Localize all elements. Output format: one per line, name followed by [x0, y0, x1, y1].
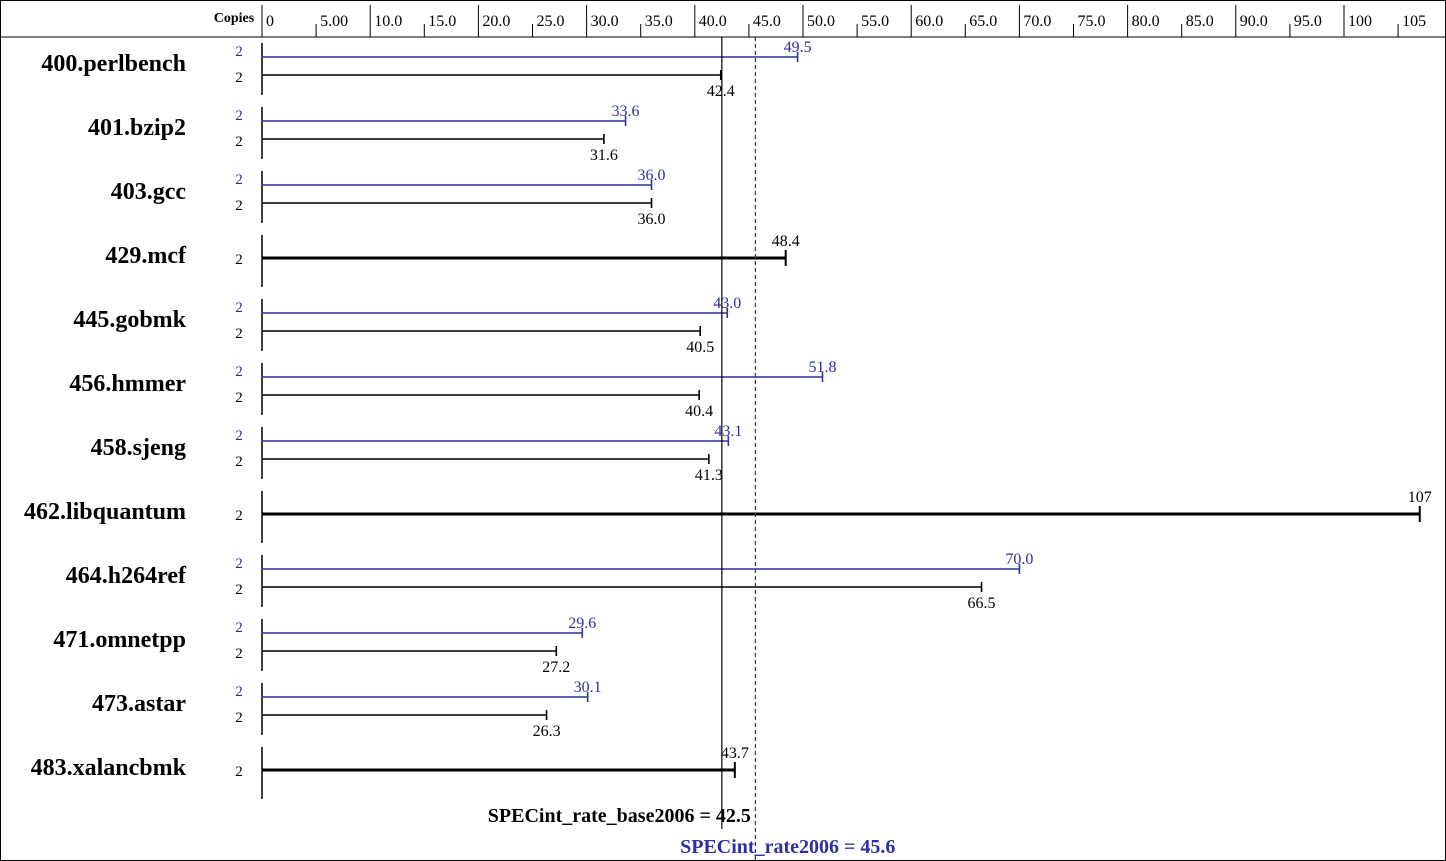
base-copies: 2	[235, 326, 243, 342]
peak-value-label: 30.1	[574, 679, 602, 696]
base-copies: 2	[235, 252, 243, 268]
base-copies: 2	[235, 710, 243, 726]
base-copies: 2	[235, 764, 243, 780]
base-value-label: 48.4	[772, 233, 800, 250]
benchmark-label: 464.h264ref	[66, 563, 187, 589]
base-value-label: 27.2	[542, 659, 570, 676]
x-tick-label: 95.0	[1294, 13, 1322, 30]
base-value-label: 43.7	[721, 745, 749, 762]
peak-value-label: 43.1	[714, 423, 742, 440]
benchmark-label: 471.omnetpp	[53, 627, 186, 653]
base-copies: 2	[235, 508, 243, 524]
benchmark-label: 401.bzip2	[88, 115, 186, 141]
benchmark-label: 445.gobmk	[73, 307, 186, 333]
x-tick-label: 15.0	[428, 13, 456, 30]
x-tick-label: 75.0	[1078, 13, 1106, 30]
base-summary-label: SPECint_rate_base2006 = 42.5	[488, 805, 751, 827]
benchmark-label: 483.xalancbmk	[31, 755, 187, 781]
x-tick-label: 40.0	[699, 13, 727, 30]
benchmark-label: 429.mcf	[105, 243, 187, 269]
peak-summary-label: SPECint_rate2006 = 45.6	[680, 836, 895, 858]
base-value-label: 42.4	[707, 83, 735, 100]
x-tick-label: 45.0	[753, 13, 781, 30]
x-tick-label: 50.0	[807, 13, 835, 30]
base-value-label: 26.3	[533, 723, 561, 740]
x-tick-label: 10.0	[374, 13, 402, 30]
base-copies: 2	[235, 70, 243, 86]
base-copies: 2	[235, 198, 243, 214]
base-value-label: 40.4	[685, 403, 713, 420]
x-tick-label: 25.0	[537, 13, 565, 30]
base-value-label: 107	[1408, 489, 1432, 506]
peak-copies: 2	[235, 620, 243, 636]
base-value-label: 40.5	[686, 339, 714, 356]
peak-value-label: 36.0	[638, 167, 666, 184]
x-tick-label: 85.0	[1186, 13, 1214, 30]
base-value-label: 36.0	[638, 211, 666, 228]
base-copies: 2	[235, 454, 243, 470]
x-tick-label: 35.0	[645, 13, 673, 30]
peak-value-label: 51.8	[808, 359, 836, 376]
peak-copies: 2	[235, 684, 243, 700]
peak-copies: 2	[235, 108, 243, 124]
peak-value-label: 29.6	[568, 615, 596, 632]
x-tick-label: 90.0	[1240, 13, 1268, 30]
benchmark-label: 456.hmmer	[69, 371, 186, 397]
x-tick-label: 5.00	[320, 13, 348, 30]
peak-copies: 2	[235, 300, 243, 316]
peak-copies: 2	[235, 44, 243, 60]
peak-value-label: 33.6	[612, 103, 640, 120]
x-tick-label: 80.0	[1132, 13, 1160, 30]
x-tick-label: 20.0	[482, 13, 510, 30]
benchmark-label: 462.libquantum	[24, 499, 186, 525]
x-tick-label: 0	[266, 13, 274, 30]
base-value-label: 66.5	[968, 595, 996, 612]
x-tick-label: 30.0	[591, 13, 619, 30]
copies-header: Copies	[214, 11, 255, 26]
x-tick-label: 70.0	[1023, 13, 1051, 30]
base-copies: 2	[235, 582, 243, 598]
peak-copies: 2	[235, 428, 243, 444]
peak-copies: 2	[235, 556, 243, 572]
x-tick-label: 105	[1402, 13, 1426, 30]
benchmark-label: 403.gcc	[111, 179, 187, 205]
base-value-label: 41.3	[695, 467, 723, 484]
x-tick-label: 65.0	[969, 13, 997, 30]
peak-value-label: 49.5	[784, 39, 812, 56]
peak-copies: 2	[235, 364, 243, 380]
base-copies: 2	[235, 646, 243, 662]
x-tick-label: 55.0	[861, 13, 889, 30]
x-tick-label: 60.0	[915, 13, 943, 30]
base-copies: 2	[235, 390, 243, 406]
peak-value-label: 43.0	[713, 295, 741, 312]
peak-value-label: 70.0	[1005, 551, 1033, 568]
x-tick-label: 100	[1348, 13, 1372, 30]
benchmark-label: 458.sjeng	[91, 435, 186, 461]
benchmark-label: 473.astar	[92, 691, 186, 717]
benchmark-label: 400.perlbench	[41, 51, 186, 77]
base-value-label: 31.6	[590, 147, 618, 164]
base-copies: 2	[235, 134, 243, 150]
peak-copies: 2	[235, 172, 243, 188]
